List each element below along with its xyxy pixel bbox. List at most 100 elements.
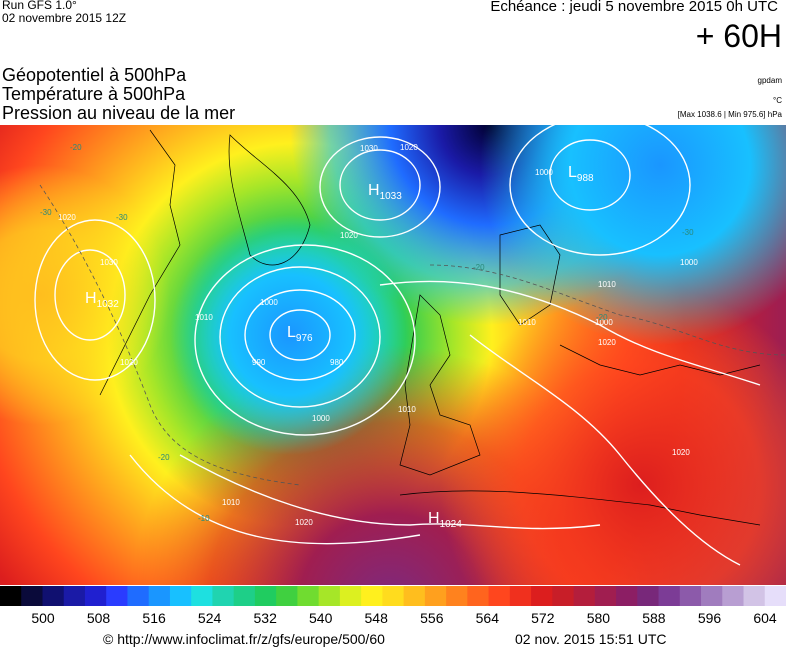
color-scale-tick-label: 556 [420,610,444,626]
color-scale-swatch [254,586,277,606]
color-scale-tick-label: 548 [364,610,388,626]
temperature-label: -10 [198,514,210,523]
color-scale-swatch [169,586,192,606]
temperature-label: -20 [70,143,82,152]
color-scale-swatch [722,586,745,606]
coast-eastern-europe [559,344,761,376]
color-scale-tick-label: 596 [697,610,722,626]
color-scale-tick-label: 572 [531,610,555,626]
color-scale-labels: 500 508 516 524 532 540 548 556 564 572 580 588 596 6… [0,608,786,630]
color-scale-tick-label: 540 [309,610,333,626]
color-scale-tick-label: 508 [86,610,111,626]
isobar-labels: 1030 1020 1000 1020 1030 1020 1010 1000 … [58,143,698,527]
isobar-high-west-2 [34,219,156,381]
isobar-label: 1000 [595,318,613,327]
color-scale-swatch [424,586,447,606]
warm-west-field [0,125,786,585]
isobar-label: 980 [330,358,344,367]
unit-geopotential: gpdam [757,76,782,85]
color-scale-swatch [0,586,22,606]
coast-western-europe [399,294,481,476]
isobar-low-ne-2 [509,125,691,256]
coastlines [99,129,761,526]
color-scale-swatch [637,586,660,606]
field-temperature: Température à 500hPa [2,84,186,104]
color-scale-swatch [616,586,638,606]
isobar-1020-south [129,454,421,545]
isotherm-north [429,264,786,356]
color-scale-swatch [764,586,786,606]
coast-greenland [228,134,311,266]
weather-map: H1033 L988 H1032 L976 H1024 1030 1020 10… [0,125,786,585]
color-scale-swatch [191,586,213,606]
color-scale-swatch [594,586,617,606]
run-title: Run GFS 1.0° [2,0,77,12]
temperature-label: -30 [682,228,694,237]
isobar-low-ne-1 [549,139,631,211]
isotherm-west [39,184,301,486]
isobars [34,125,761,566]
isobar-label: 1010 [398,405,416,414]
color-scale-swatch [212,586,235,606]
color-scale-swatch [509,586,532,606]
temperature-labels: -30 -20 -20 -30 -20 -10 -20 -30 [40,143,694,523]
color-scale-tick-label: 500 [31,610,55,626]
isobar-label: 1020 [340,231,358,240]
color-scale-swatch [318,586,341,606]
temperature-label: -20 [596,313,608,322]
color-scale-swatch [127,586,150,606]
color-scale-tick-label: 564 [475,610,499,626]
isobar-label: 1010 [518,318,536,327]
color-scale-tick-label: 516 [142,610,166,626]
footer-timestamp: 02 nov. 2015 15:51 UTC [515,631,667,647]
color-scale-swatch [233,586,256,606]
isobar-label: 1010 [222,498,240,507]
color-scale-bar [0,586,786,606]
color-scale-swatch [467,586,490,606]
color-scale-tick-label: 588 [642,610,666,626]
coast-north-america [99,129,181,396]
isobar-label: 1030 [100,258,118,267]
temperature-label: -20 [158,453,170,462]
color-scale-swatch [21,586,43,606]
color-scale-swatch [382,586,405,606]
forecast-valid-time: Echéance : jeudi 5 novembre 2015 0h UTC [490,0,778,15]
isobar-ring-3 [219,266,381,408]
color-scale-tick-label: 604 [753,610,777,626]
color-scale-swatch [148,586,171,606]
unit-pressure-range: [Max 1038.6 | Min 975.6] hPa [677,110,782,119]
isobar-high-west-1 [54,249,126,341]
isobar-label: 1000 [535,168,553,177]
isobar-label: 1020 [400,143,418,152]
isobar-label: 1020 [295,518,313,527]
run-date: 02 novembre 2015 12Z [2,11,127,25]
color-scale-swatch [297,586,320,606]
color-scale-swatch [339,586,362,606]
coast-scandinavia [499,224,561,326]
isobar-label: 1020 [120,358,138,367]
isobar-north-central [379,280,761,386]
color-scale-tick-label: 532 [253,610,277,626]
color-scale-swatch [446,586,468,606]
unit-temperature: °C [773,96,782,105]
field-geopotential: Géopotentiel à 500hPa [2,65,187,85]
color-scale-swatch [84,586,107,606]
color-scale-swatch [573,586,596,606]
isobar-label: 1020 [672,448,690,457]
isobar-ring-4 [194,244,416,436]
color-scale-swatch [701,586,723,606]
color-scale-swatch [276,586,298,606]
temperature-label: -30 [116,213,128,222]
color-scale-swatch [531,586,553,606]
temperature-label: -30 [40,208,52,217]
isobar-label: 1010 [598,280,616,289]
isobar-label: 1000 [312,414,330,423]
isobar-label: 1000 [680,258,698,267]
color-scale-swatch [403,586,426,606]
color-scale-swatch [552,586,575,606]
isobar-high-north-1 [339,149,421,221]
isobar-high-north-2 [319,136,441,238]
color-scale-swatch [63,586,86,606]
color-scale-tick-label: 580 [586,610,611,626]
color-scale-swatch [42,586,65,606]
